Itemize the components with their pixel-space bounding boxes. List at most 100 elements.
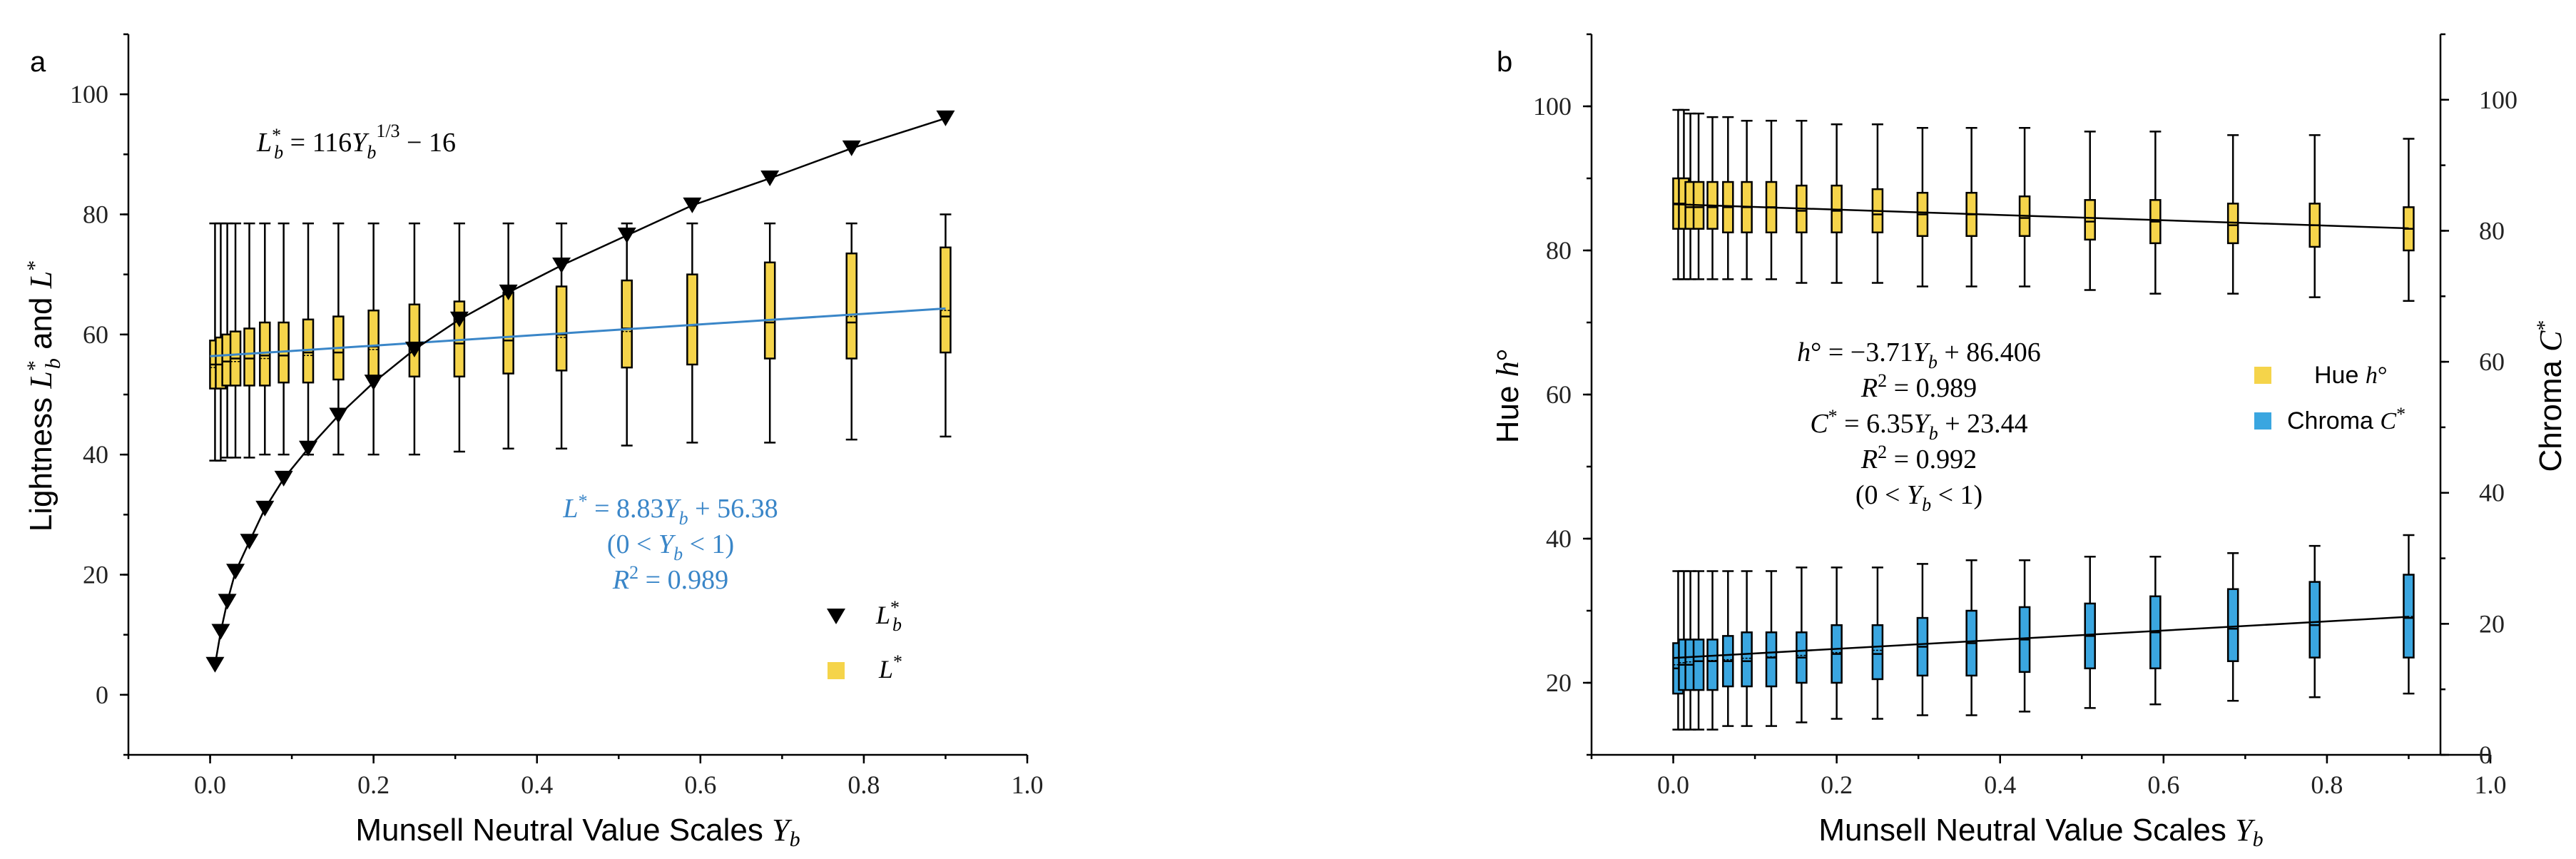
chroma-box xyxy=(1796,566,1808,723)
lb-marker xyxy=(329,407,348,424)
panel-b-y-ticks-left: 20 40 60 80 100 xyxy=(1533,33,1592,756)
panel-a-lb-formula: L* b = 116Yb1/3 − 16 xyxy=(256,121,456,163)
lstar-box xyxy=(408,222,421,456)
legend-hue-marker xyxy=(2254,367,2271,384)
y-left-tick-label: 100 xyxy=(1533,92,1572,121)
chroma-box xyxy=(2403,534,2415,695)
hue-box xyxy=(2149,131,2162,295)
lb-marker xyxy=(617,227,636,243)
y-tick-label: 60 xyxy=(83,320,108,349)
x-tick-label: 0.2 xyxy=(357,771,390,799)
box-body xyxy=(1765,631,1778,688)
panel-b-hue-boxes xyxy=(1672,108,2415,302)
lb-marker xyxy=(274,470,293,487)
panel-b-x-ticks: 0.0 0.2 0.4 0.6 0.8 1.0 xyxy=(1590,755,2507,799)
panel-b-range: (0 < Yb < 1) xyxy=(1855,480,1982,515)
lb-marker xyxy=(226,564,245,580)
lb-marker xyxy=(552,258,571,274)
chroma-box xyxy=(1916,563,1929,716)
y-left-tick-label: 80 xyxy=(1546,236,1572,265)
panel-b-chroma-formula: C* = 6.35Yb + 23.44 xyxy=(1810,406,2027,444)
x-tick-label: 0.0 xyxy=(1657,771,1689,799)
y-right-tick-label: 80 xyxy=(2479,216,2505,245)
lstar-box xyxy=(845,222,857,441)
lstar-fit-line xyxy=(210,307,946,357)
lstar-box xyxy=(763,222,776,444)
legend-lstar-marker xyxy=(828,662,845,679)
lb-marker xyxy=(364,375,383,391)
y-right-tick-label: 60 xyxy=(2479,347,2505,376)
lstar-box xyxy=(259,222,271,456)
box-body xyxy=(243,327,255,387)
y-tick-label: 100 xyxy=(70,80,108,108)
chroma-box xyxy=(2308,544,2321,698)
panel-b-x-axis-title: Munsell Neutral Value Scales Yb xyxy=(1818,813,2263,851)
x-tick-label: 0.2 xyxy=(1821,771,1853,799)
box-body xyxy=(1692,639,1705,691)
panel-a-x-axis-title: Munsell Neutral Value Scales Yb xyxy=(355,813,800,851)
panel-a-lstar-formula: L* = 8.83Yb + 56.38 xyxy=(562,491,778,529)
panel-a-y-ticks: 0 20 40 60 80 100 xyxy=(70,33,128,756)
chroma-box xyxy=(1741,570,1753,727)
panel-a: a 0.0 0.2 0.4 0.6 0.8 1.0 0 20 40 60 80 100 Munsel… xyxy=(23,33,1044,851)
lstar-box xyxy=(686,222,698,444)
lb-curve xyxy=(214,117,946,665)
y-right-tick-label: 20 xyxy=(2479,609,2505,638)
y-right-tick-label: 100 xyxy=(2479,86,2518,114)
y-tick-label: 0 xyxy=(96,681,108,709)
panel-b-chroma-boxes xyxy=(1672,534,2415,731)
lb-marker xyxy=(936,110,955,126)
legend-lstar-label: L* xyxy=(878,651,902,683)
legend-lb-label: L* b xyxy=(875,597,902,635)
lstar-box xyxy=(243,222,255,459)
hue-box xyxy=(1692,112,1705,280)
x-tick-label: 0.0 xyxy=(194,771,226,799)
box-body xyxy=(1871,624,1884,681)
chroma-box xyxy=(2018,559,2031,713)
chroma-box xyxy=(2149,556,2162,706)
hue-box xyxy=(1741,119,1753,280)
hue-box xyxy=(1706,116,1719,280)
lstar-box xyxy=(302,222,315,456)
panel-a-lstar-range: (0 < Yb < 1) xyxy=(607,529,734,564)
box-body xyxy=(621,279,633,369)
hue-box xyxy=(1765,119,1778,280)
legend-chroma-marker xyxy=(2254,412,2271,430)
lb-marker xyxy=(842,140,861,156)
panel-b-y-axis-title-left: Hue h° xyxy=(1490,349,1525,444)
lb-marker xyxy=(205,656,225,673)
lb-marker xyxy=(449,311,469,327)
x-tick-label: 0.8 xyxy=(847,771,880,799)
box-body xyxy=(686,273,698,366)
y-tick-label: 40 xyxy=(83,440,108,469)
panel-a-fit-line xyxy=(210,307,946,357)
legend-hue-label: Hue h° xyxy=(2314,362,2387,389)
box-body xyxy=(845,252,857,360)
y-left-tick-label: 40 xyxy=(1546,524,1572,553)
lstar-box xyxy=(278,222,290,456)
panel-b-legend: Hue h° Chroma C* xyxy=(2254,362,2406,434)
y-right-tick-label: 40 xyxy=(2479,479,2505,507)
x-tick-label: 0.6 xyxy=(684,771,716,799)
box-body xyxy=(259,321,271,387)
chroma-box xyxy=(1965,559,1977,716)
panel-b-fit-lines xyxy=(1673,203,2409,659)
chroma-box xyxy=(1706,570,1719,731)
panel-a-x-ticks: 0.0 0.2 0.4 0.6 0.8 1.0 xyxy=(127,755,1044,799)
lb-marker xyxy=(760,171,780,186)
lb-marker xyxy=(404,341,424,357)
panel-a-y-axis-title: Lightness L*b and L* xyxy=(23,260,65,532)
hue-box xyxy=(2403,138,2415,302)
hue-fit-line xyxy=(1673,203,2409,230)
y-tick-label: 80 xyxy=(83,200,108,229)
hue-box xyxy=(1831,123,1843,284)
hue-box xyxy=(1916,127,1929,288)
box-body xyxy=(2308,581,2321,659)
chroma-box xyxy=(2226,552,2239,702)
box-body xyxy=(1706,639,1719,691)
panel-a-lstar-r2: R2 = 0.989 xyxy=(612,562,728,595)
chroma-fit-line xyxy=(1673,616,2409,659)
box-body xyxy=(1741,631,1753,688)
lstar-box xyxy=(940,213,952,438)
